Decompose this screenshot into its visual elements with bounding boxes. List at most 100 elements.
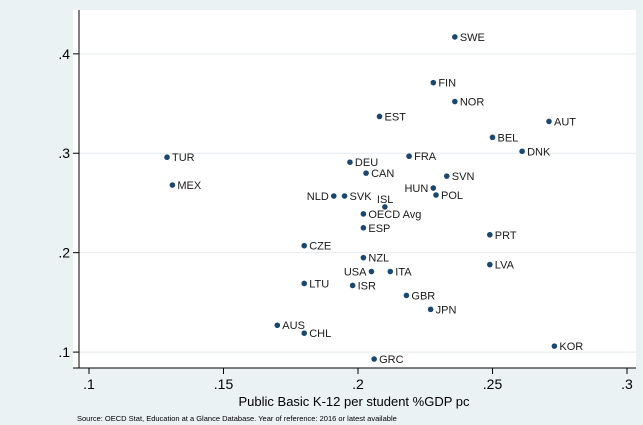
data-point-nld: NLD — [307, 191, 337, 203]
point-label: GBR — [411, 290, 435, 302]
point-marker — [430, 185, 437, 191]
data-point-pol: POL — [433, 190, 463, 202]
grid-lines — [79, 53, 636, 353]
data-point-can: CAN — [363, 168, 394, 180]
point-label: USA — [344, 267, 367, 279]
data-point-dnk: DNK — [519, 146, 551, 158]
point-label: CAN — [371, 168, 394, 180]
point-marker — [387, 268, 394, 275]
point-label: CHL — [309, 328, 331, 340]
point-marker — [169, 182, 176, 188]
point-label: CZE — [309, 241, 331, 253]
point-label: SWE — [460, 32, 485, 44]
data-point-oecd-avg: OECD Avg — [360, 209, 421, 221]
point-label: SVN — [452, 171, 475, 183]
point-marker — [489, 134, 496, 141]
point-marker — [274, 322, 281, 329]
point-marker — [487, 261, 493, 268]
data-point-svn: SVN — [443, 171, 475, 183]
point-marker — [430, 79, 437, 86]
data-point-aut: AUT — [546, 116, 576, 128]
point-marker — [406, 153, 412, 160]
x-tick-label: .2 — [352, 376, 364, 392]
data-point-hun: HUN — [404, 183, 437, 195]
point-label: POL — [441, 190, 463, 202]
point-marker — [487, 231, 493, 238]
point-label: DNK — [527, 146, 551, 158]
point-label: FIN — [438, 78, 456, 90]
point-marker — [330, 193, 337, 199]
point-label: ITA — [395, 267, 412, 279]
data-point-ltu: LTU — [301, 278, 329, 290]
x-tick-label: .3 — [621, 376, 633, 392]
data-point-swe: SWE — [452, 32, 485, 44]
point-label: NOR — [460, 97, 485, 109]
point-label: TUR — [172, 152, 195, 164]
point-label: ISL — [377, 194, 394, 206]
data-point-jpn: JPN — [427, 304, 457, 316]
point-marker — [403, 292, 410, 299]
point-marker — [376, 113, 383, 120]
point-label: EST — [385, 111, 407, 123]
point-marker — [301, 280, 308, 287]
point-marker — [452, 98, 458, 105]
x-tick-label: .1 — [83, 376, 95, 392]
data-point-aus: AUS — [274, 320, 305, 332]
data-point-tur: TUR — [164, 152, 195, 164]
point-label: SVK — [350, 191, 373, 203]
x-axis-ticks: .1 .15 .2 .25 .3 — [83, 368, 633, 392]
point-marker — [349, 282, 356, 289]
point-marker — [427, 306, 434, 313]
y-tick-label: .1 — [58, 344, 70, 360]
data-point-fin: FIN — [430, 78, 456, 90]
point-marker — [443, 173, 450, 179]
x-tick-label: .15 — [214, 376, 234, 392]
point-label: AUS — [282, 320, 305, 332]
point-marker — [551, 343, 558, 349]
point-marker — [368, 268, 375, 275]
point-marker — [452, 34, 458, 40]
point-marker — [519, 148, 525, 155]
point-label: NLD — [307, 191, 329, 203]
plot-area — [73, 10, 636, 368]
point-label: MEX — [177, 180, 202, 192]
point-label: BEL — [498, 132, 519, 144]
point-label: LTU — [309, 278, 329, 290]
point-label: OECD Avg — [368, 209, 421, 221]
y-tick-label: .2 — [58, 245, 70, 261]
data-point-ita: ITA — [387, 267, 412, 279]
data-point-prt: PRT — [487, 230, 517, 242]
point-label: ESP — [368, 223, 390, 235]
point-label: GRC — [379, 354, 404, 366]
source-note: Source: OECD Stat, Education at a Glance… — [77, 414, 397, 423]
data-point-isl: ISL — [377, 194, 394, 210]
data-point-isr: ISR — [349, 280, 376, 292]
point-marker — [371, 356, 377, 362]
data-point-usa: USA — [344, 267, 375, 279]
point-marker — [382, 204, 388, 210]
data-point-fra: FRA — [406, 151, 437, 163]
data-point-grc: GRC — [371, 354, 404, 366]
data-point-kor: KOR — [551, 341, 583, 353]
data-point-est: EST — [376, 111, 407, 123]
point-marker — [360, 211, 367, 217]
point-label: NZL — [368, 253, 389, 265]
data-point-gbr: GBR — [403, 290, 435, 302]
data-point-deu: DEU — [347, 157, 378, 169]
data-point-nor: NOR — [452, 97, 484, 109]
data-point-esp: ESP — [360, 223, 390, 235]
point-label: LVA — [495, 260, 515, 272]
point-marker — [433, 192, 439, 198]
point-label: JPN — [436, 304, 457, 316]
point-label: FRA — [414, 151, 437, 163]
point-marker — [360, 225, 367, 231]
data-point-chl: CHL — [301, 328, 331, 340]
data-point-cze: CZE — [301, 241, 331, 253]
point-marker — [360, 254, 367, 261]
point-label: AUT — [554, 116, 576, 128]
point-marker — [546, 118, 552, 125]
point-label: HUN — [404, 183, 428, 195]
data-point-mex: MEX — [169, 180, 202, 192]
